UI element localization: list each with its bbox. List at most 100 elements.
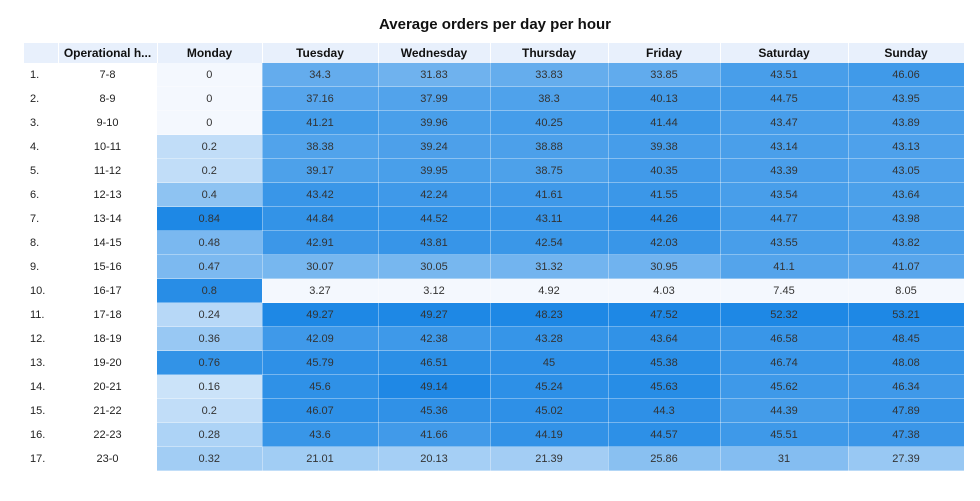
row-index: 7. [30, 212, 40, 225]
heatmap-cell-monday: 0.16 [157, 374, 263, 399]
heatmap-cell-thursday: 45 [490, 350, 609, 375]
heatmap-cell-saturday: 52.32 [720, 302, 849, 327]
heatmap-cell-saturday: 41.1 [720, 254, 849, 279]
heatmap-cell-monday: 0.2 [157, 158, 263, 183]
heatmap-cell-wednesday: 44.52 [378, 206, 491, 231]
heatmap-cell-wednesday: 20.13 [378, 446, 491, 471]
heatmap-cell-friday: 30.95 [608, 254, 721, 279]
heatmap-cell-thursday: 44.19 [490, 422, 609, 447]
heatmap-cell-tuesday: 3.27 [262, 278, 379, 303]
heatmap-cell-friday: 45.63 [608, 374, 721, 399]
heatmap-cell-thursday: 43.28 [490, 326, 609, 351]
table-row: 10. 16-17 0.8 3.27 3.12 4.92 4.03 7.45 8.05 [24, 278, 965, 303]
chart-title: Average orders per day per hour [378, 16, 612, 33]
heatmap-cell-monday: 0.47 [157, 254, 263, 279]
heatmap-cell-sunday: 43.82 [848, 230, 965, 255]
row-label-hour: 10-11 [93, 140, 122, 153]
heatmap-cell-sunday: 43.13 [848, 134, 965, 159]
heatmap-cell-friday: 4.03 [608, 278, 721, 303]
heatmap-cell-wednesday: 49.14 [378, 374, 491, 399]
heatmap-cell-wednesday: 39.96 [378, 110, 491, 135]
table-row: 13. 19-20 0.76 45.79 46.51 45 45.38 46.74 48.08 [24, 350, 965, 375]
heatmap-cell-wednesday: 42.24 [378, 182, 491, 207]
heatmap-cell-thursday: 43.11 [490, 206, 609, 231]
heatmap-cell-monday: 0.28 [157, 422, 263, 447]
row-label-hour: 9-10 [96, 116, 119, 129]
heatmap-cell-sunday: 48.45 [848, 326, 965, 351]
row-index: 1. [30, 68, 40, 81]
row-label-hour: 14-15 [93, 236, 122, 249]
column-header-friday[interactable]: Friday [608, 43, 721, 63]
heatmap-cell-thursday: 4.92 [490, 278, 609, 303]
heatmap-cell-wednesday: 46.51 [378, 350, 491, 375]
heatmap-table: Operational h... Monday Tuesday Wednesday T… [24, 43, 965, 471]
heatmap-cell-wednesday: 3.12 [378, 278, 491, 303]
heatmap-cell-monday: 0.2 [157, 398, 263, 423]
heatmap-cell-tuesday: 42.09 [262, 326, 379, 351]
row-label-hour: 8-9 [99, 92, 116, 105]
heatmap-cell-friday: 42.03 [608, 230, 721, 255]
heatmap-cell-wednesday: 49.27 [378, 302, 491, 327]
heatmap-cell-sunday: 43.89 [848, 110, 965, 135]
row-label-hour: 15-16 [93, 260, 122, 273]
operational-hours-column-header[interactable]: Operational h... [58, 43, 158, 63]
row-index: 2. [30, 92, 40, 105]
column-header-tuesday[interactable]: Tuesday [262, 43, 379, 63]
heatmap-cell-friday: 40.35 [608, 158, 721, 183]
heatmap-cell-sunday: 41.07 [848, 254, 965, 279]
table-row: 2. 8-9 0 37.16 37.99 38.3 40.13 44.75 43.95 [24, 86, 965, 111]
heatmap-cell-thursday: 38.3 [490, 86, 609, 111]
table-row: 3. 9-10 0 41.21 39.96 40.25 41.44 43.47 43.89 [24, 110, 965, 135]
heatmap-cell-saturday: 43.47 [720, 110, 849, 135]
heatmap-cell-tuesday: 42.91 [262, 230, 379, 255]
heatmap-cell-tuesday: 21.01 [262, 446, 379, 471]
heatmap-cell-tuesday: 49.27 [262, 302, 379, 327]
column-header-monday[interactable]: Monday [157, 43, 263, 63]
heatmap-cell-monday: 0 [157, 86, 263, 111]
heatmap-cell-friday: 39.38 [608, 134, 721, 159]
heatmap-cell-tuesday: 43.42 [262, 182, 379, 207]
row-index: 17. [30, 452, 46, 465]
column-header-sunday[interactable]: Sunday [848, 43, 965, 63]
table-row: 12. 18-19 0.36 42.09 42.38 43.28 43.64 46.58 48.… [24, 326, 965, 351]
column-header-thursday[interactable]: Thursday [490, 43, 609, 63]
heatmap-cell-monday: 0.2 [157, 134, 263, 159]
row-index: 12. [30, 332, 46, 345]
heatmap-cell-saturday: 7.45 [720, 278, 849, 303]
heatmap-cell-tuesday: 43.6 [262, 422, 379, 447]
heatmap-cell-saturday: 43.39 [720, 158, 849, 183]
table-row: 5. 11-12 0.2 39.17 39.95 38.75 40.35 43.39 43.05 [24, 158, 965, 183]
table-row: 15. 21-22 0.2 46.07 45.36 45.02 44.3 44.39 47.89 [24, 398, 965, 423]
table-row: 1. 7-8 0 34.3 31.83 33.83 33.85 43.51 46.06 [24, 63, 965, 87]
heatmap-cell-tuesday: 44.84 [262, 206, 379, 231]
heatmap-cell-friday: 44.3 [608, 398, 721, 423]
row-index: 11. [30, 308, 45, 321]
heatmap-cell-thursday: 41.61 [490, 182, 609, 207]
heatmap-cell-friday: 43.64 [608, 326, 721, 351]
heatmap-cell-wednesday: 39.24 [378, 134, 491, 159]
heatmap-cell-saturday: 43.51 [720, 63, 849, 87]
heatmap-cell-monday: 0.8 [157, 278, 263, 303]
heatmap-cell-thursday: 40.25 [490, 110, 609, 135]
row-index: 14. [30, 380, 46, 393]
heatmap-cell-sunday: 43.95 [848, 86, 965, 111]
column-header-wednesday[interactable]: Wednesday [378, 43, 491, 63]
heatmap-cell-friday: 25.86 [608, 446, 721, 471]
heatmap-cell-monday: 0.4 [157, 182, 263, 207]
heatmap-cell-thursday: 21.39 [490, 446, 609, 471]
row-index: 6. [30, 188, 40, 201]
heatmap-cell-tuesday: 41.21 [262, 110, 379, 135]
heatmap-cell-friday: 40.13 [608, 86, 721, 111]
table-row: 14. 20-21 0.16 45.6 49.14 45.24 45.63 45.62 46.3… [24, 374, 965, 399]
heatmap-cell-friday: 41.55 [608, 182, 721, 207]
heatmap-cell-friday: 44.26 [608, 206, 721, 231]
heatmap-cell-tuesday: 46.07 [262, 398, 379, 423]
heatmap-cell-thursday: 33.83 [490, 63, 609, 87]
row-label-hour: 19-20 [93, 356, 122, 369]
row-label-hour: 11-12 [93, 164, 122, 177]
heatmap-cell-tuesday: 45.6 [262, 374, 379, 399]
column-header-saturday[interactable]: Saturday [720, 43, 849, 63]
row-label-hour: 12-13 [93, 188, 122, 201]
table-row: 6. 12-13 0.4 43.42 42.24 41.61 41.55 43.54 43.64 [24, 182, 965, 207]
row-index: 4. [30, 140, 40, 153]
